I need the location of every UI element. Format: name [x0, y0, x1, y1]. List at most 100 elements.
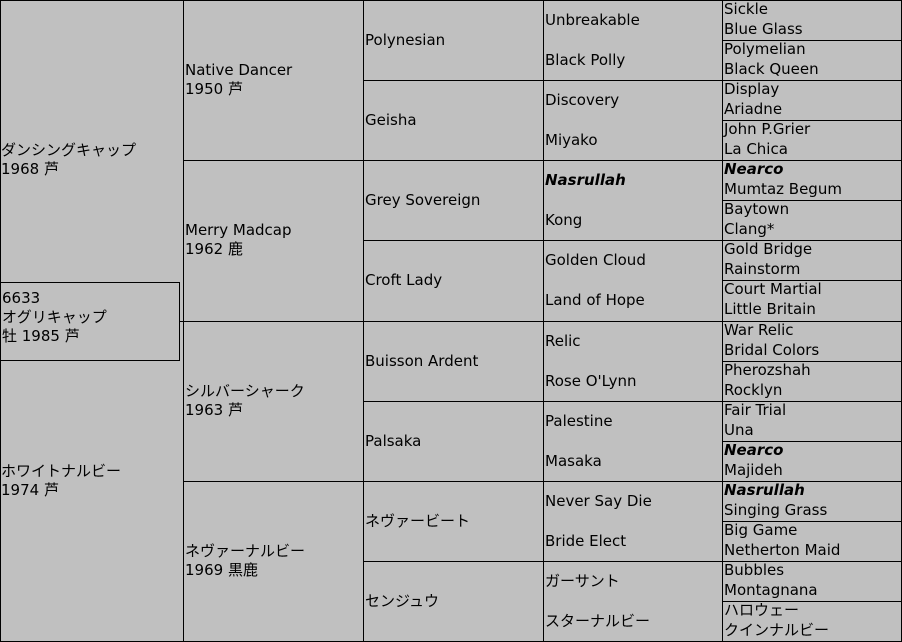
gen5-cell: John P.Grier La Chica: [723, 120, 902, 161]
ancestor-name: Court Martial: [724, 279, 822, 298]
gen5-cell: Baytown Clang*: [723, 200, 902, 241]
ancestor-name: Rainstorm: [724, 259, 801, 278]
gen4-cell: Unbreakable Black Polly: [544, 0, 723, 81]
gen5-cell: Big Game Netherton Maid: [723, 521, 902, 562]
ancestor-name: 1969 黒鹿: [185, 561, 258, 580]
ancestor-name: Baytown: [724, 199, 790, 218]
ancestor-name: Blue Glass: [724, 19, 803, 38]
ancestor-name: Polynesian: [365, 30, 446, 49]
gen3-cell: Geisha: [364, 80, 544, 161]
gen5-cell: Pherozshah Rocklyn: [723, 361, 902, 402]
sire-dam-cell: ダンシングキャップ 1968 芦: [0, 0, 184, 322]
ancestor-name: シルバーシャーク: [185, 382, 305, 401]
sire-dam-cell: ホワイトナルビー 1974 芦: [0, 321, 184, 642]
gen3-cell: Palsaka: [364, 401, 544, 482]
ancestor-name: クインナルビー: [724, 620, 830, 639]
ancestor-name: Ariadne: [724, 99, 783, 118]
ancestor-name: Mumtaz Begum: [724, 179, 842, 198]
ancestor-name: Fair Trial: [724, 400, 787, 419]
ancestor-name: La Chica: [724, 139, 788, 158]
gen4-cell: Never Say Die Bride Elect: [544, 481, 723, 562]
ancestor-name: Majideh: [724, 460, 783, 479]
ancestor-name: ネヴァービート: [365, 511, 471, 530]
ancestor-name: Polymelian: [724, 39, 806, 58]
gen5-cell: Fair Trial Una: [723, 401, 902, 442]
gen3-cell: センジュウ: [364, 561, 544, 642]
ancestor-name: 1962 鹿: [185, 240, 243, 259]
ancestor-name: 1963 芦: [185, 401, 243, 420]
ancestor-name: Gold Bridge: [724, 239, 813, 258]
ancestor-name: ホワイトナルビー: [1, 462, 122, 481]
ancestor-name: Relic: [545, 331, 581, 350]
ancestor-name: Singing Grass: [724, 500, 828, 519]
ancestor-name: Unbreakable: [545, 10, 640, 29]
gen5-cell: Gold Bridge Rainstorm: [723, 240, 902, 281]
ancestor-name: Croft Lady: [365, 270, 443, 289]
ancestor-name: Display: [724, 79, 780, 98]
ancestor-name: Black Queen: [724, 59, 819, 78]
ancestor-name: Nasrullah: [545, 170, 626, 189]
grandparent-cell: ネヴァーナルビー 1969 黒鹿: [184, 481, 364, 642]
subject-info: 牡 1985 芦: [2, 327, 80, 345]
gen4-cell: Nasrullah Kong: [544, 160, 723, 241]
ancestor-name: Palsaka: [365, 431, 422, 450]
gen4-cell: Discovery Miyako: [544, 80, 723, 161]
ancestor-name: Miyako: [545, 130, 598, 149]
gen3-cell: Polynesian: [364, 0, 544, 81]
gen5-cell: Display Ariadne: [723, 80, 902, 121]
ancestor-name: Rocklyn: [724, 380, 783, 399]
ancestor-name: Bride Elect: [545, 531, 627, 550]
gen5-cell: Polymelian Black Queen: [723, 40, 902, 81]
gen3-cell: Grey Sovereign: [364, 160, 544, 241]
ancestor-name: Kong: [545, 210, 583, 229]
gen4-cell: Relic Rose O'Lynn: [544, 321, 723, 402]
ancestor-name: 1950 芦: [185, 80, 243, 99]
ancestor-name: Discovery: [545, 90, 620, 109]
ancestor-name: Merry Madcap: [185, 221, 292, 240]
grandparent-cell: Merry Madcap 1962 鹿: [184, 160, 364, 322]
ancestor-name: Golden Cloud: [545, 250, 646, 269]
ancestor-name: Black Polly: [545, 50, 626, 69]
gen4-cell: Golden Cloud Land of Hope: [544, 240, 723, 322]
ancestor-name: Palestine: [545, 411, 613, 430]
gen3-cell: Buisson Ardent: [364, 321, 544, 402]
gen5-cell: Sickle Blue Glass: [723, 0, 902, 41]
ancestor-name: Rose O'Lynn: [545, 371, 637, 390]
grandparent-cell: Native Dancer 1950 芦: [184, 0, 364, 161]
ancestor-name: ネヴァーナルビー: [185, 542, 306, 561]
ancestor-name: Pherozshah: [724, 360, 811, 379]
gen5-cell: Nearco Mumtaz Begum: [723, 160, 902, 201]
ancestor-name: Native Dancer: [185, 61, 293, 80]
ancestor-name: Netherton Maid: [724, 540, 841, 559]
ancestor-name: Clang*: [724, 219, 775, 238]
ancestor-name: Bridal Colors: [724, 340, 820, 359]
ancestor-name: Nasrullah: [724, 480, 805, 499]
gen5-cell: Bubbles Montagnana: [723, 561, 902, 602]
gen5-cell: Court Martial Little Britain: [723, 280, 902, 322]
ancestor-name: 1974 芦: [1, 481, 59, 500]
ancestor-name: スターナルビー: [545, 611, 651, 630]
gen5-cell: Nasrullah Singing Grass: [723, 481, 902, 522]
gen4-cell: Palestine Masaka: [544, 401, 723, 482]
ancestor-name: センジュウ: [365, 591, 439, 610]
ancestor-name: 1968 芦: [1, 160, 59, 179]
gen5-cell: ハロウェー クインナルビー: [723, 601, 902, 642]
gen3-cell: Croft Lady: [364, 240, 544, 322]
ancestor-name: Grey Sovereign: [365, 190, 481, 209]
ancestor-name: Una: [724, 420, 754, 439]
ancestor-name: War Relic: [724, 320, 794, 339]
gen4-cell: ガーサントスターナルビー: [544, 561, 723, 642]
subject-id: 6633: [2, 289, 41, 307]
ancestor-name: Masaka: [545, 451, 602, 470]
ancestor-name: Montagnana: [724, 580, 818, 599]
ancestor-name: Bubbles: [724, 560, 785, 579]
ancestor-name: Land of Hope: [545, 290, 645, 309]
ancestor-name: Geisha: [365, 110, 417, 129]
ancestor-name: Big Game: [724, 520, 798, 539]
ancestor-name: ガーサント: [545, 571, 620, 590]
ancestor-name: Never Say Die: [545, 491, 652, 510]
subject-name: オグリキャップ: [2, 308, 107, 326]
ancestor-name: John P.Grier: [724, 119, 811, 138]
gen3-cell: ネヴァービート: [364, 481, 544, 562]
ancestor-name: Sickle: [724, 0, 769, 18]
